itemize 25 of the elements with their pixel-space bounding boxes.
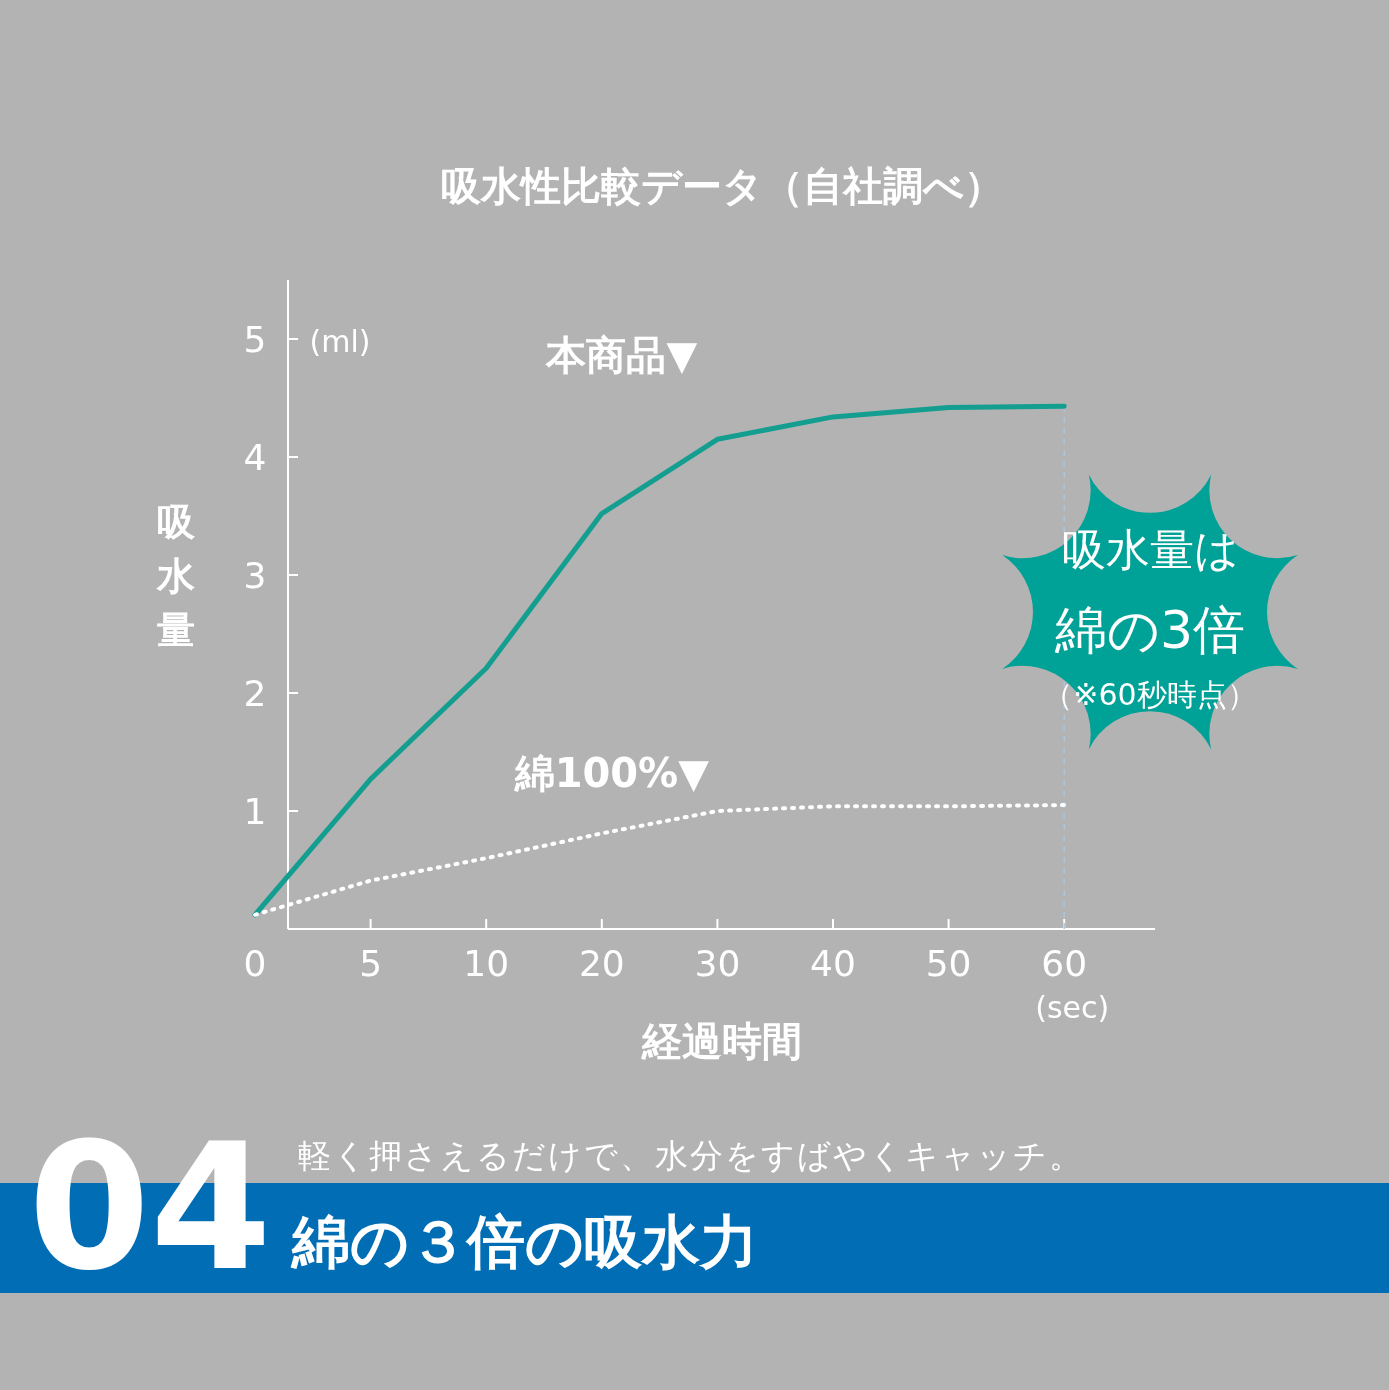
y-tick-label: 1 xyxy=(243,791,267,832)
series-label: 本商品▼ xyxy=(545,331,698,378)
x-tick-label: 60 xyxy=(1041,943,1088,984)
y-tick-label: 5 xyxy=(243,319,267,360)
text: 綿の３倍の吸水力 xyxy=(290,1208,758,1276)
x-tick-label: 40 xyxy=(810,943,856,984)
y-tick-label: 2 xyxy=(243,673,267,714)
text: 軽く押さえるだけで、水分をすばやくキャッチ。 xyxy=(298,1136,1084,1175)
series-label: 綿100%▼ xyxy=(513,750,710,797)
x-tick-label: 5 xyxy=(359,943,383,984)
annotation: (ml) xyxy=(309,324,371,359)
y-tick-label: 4 xyxy=(243,437,267,478)
x-tick-label: 50 xyxy=(925,943,972,984)
annotation: 吸水量は xyxy=(1061,524,1239,575)
annotation: （※60秒時点） xyxy=(1043,677,1257,712)
y-tick-label: 3 xyxy=(243,555,267,596)
x-tick-label: 30 xyxy=(694,943,741,984)
x-tick-label: 20 xyxy=(578,943,625,984)
x-tick-label: 0 xyxy=(243,943,267,984)
x-axis-title: 経過時間 xyxy=(641,1018,802,1064)
annotation: 綿の3倍 xyxy=(1053,600,1246,660)
y-axis-title: 吸水量 xyxy=(156,500,195,652)
x-tick-label: 10 xyxy=(463,943,510,984)
chart-title: 吸水性比較データ（自社調べ） xyxy=(440,163,1004,209)
text: (sec) xyxy=(1035,990,1110,1025)
